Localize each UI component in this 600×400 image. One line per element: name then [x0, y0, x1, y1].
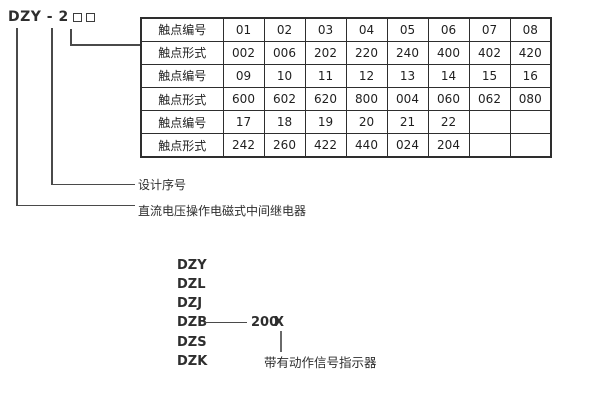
model-series-item-dzs: DZS — [177, 335, 207, 350]
table-cell: 440 — [345, 133, 388, 158]
table-cell: 07 — [468, 17, 511, 42]
table-cell: 220 — [345, 40, 388, 65]
connector-line-contact-table-horizontal — [70, 44, 141, 46]
model-series-item-dzj: DZJ — [177, 296, 203, 311]
placeholder-box-icon — [72, 12, 82, 22]
table-row: 触点形式 242 260 422 440 024 204 — [140, 133, 552, 158]
model-series-item-dzb: DZB — [177, 315, 208, 330]
table-cell: 15 — [468, 63, 511, 89]
table-cell — [509, 133, 552, 158]
model-series-item-dzl: DZL — [177, 277, 206, 292]
table-cell: 422 — [304, 133, 347, 158]
row-label: 触点形式 — [140, 87, 224, 112]
table-cell: 05 — [386, 17, 429, 42]
table-cell: 260 — [263, 133, 306, 158]
table-cell: 16 — [509, 63, 552, 89]
connector-line-contact-table-vertical — [70, 29, 72, 46]
table-cell — [468, 133, 511, 158]
row-label: 触点形式 — [140, 40, 224, 65]
table-row: 触点编号 01 02 03 04 05 06 07 08 — [140, 17, 552, 42]
table-row: 触点编号 17 18 19 20 21 22 — [140, 110, 552, 135]
table-cell: 22 — [427, 110, 470, 135]
table-cell: 20 — [345, 110, 388, 135]
contact-table: 触点编号 01 02 03 04 05 06 07 08 触点形式 002 00… — [140, 17, 552, 159]
table-cell: 01 — [222, 17, 265, 42]
model-code-prefix: DZY - 2 — [8, 9, 69, 25]
dzb-code: 200 — [251, 315, 279, 330]
table-cell: 024 — [386, 133, 429, 158]
table-cell: 09 — [222, 63, 265, 89]
variant-pointer-line — [280, 331, 282, 352]
model-code-header: DZY - 2 — [8, 9, 95, 25]
table-cell: 10 — [263, 63, 306, 89]
table-cell: 08 — [509, 17, 552, 42]
table-cell: 12 — [345, 63, 388, 89]
connector-line-relay-type-horizontal — [16, 204, 135, 206]
table-cell: 11 — [304, 63, 347, 89]
table-cell — [468, 110, 511, 135]
table-cell: 800 — [345, 87, 388, 112]
table-row: 触点编号 09 10 11 12 13 14 15 16 — [140, 63, 552, 89]
table-cell: 202 — [304, 40, 347, 65]
model-series-item-dzk: DZK — [177, 354, 208, 369]
table-cell: 402 — [468, 40, 511, 65]
table-cell: 03 — [304, 17, 347, 42]
table-cell: 620 — [304, 87, 347, 112]
table-cell: 602 — [263, 87, 306, 112]
variant-note-label: 带有动作信号指示器 — [264, 355, 377, 370]
table-cell: 02 — [263, 17, 306, 42]
table-row: 触点形式 002 006 202 220 240 400 402 420 — [140, 40, 552, 65]
table-cell: 002 — [222, 40, 265, 65]
table-cell: 204 — [427, 133, 470, 158]
table-cell: 062 — [468, 87, 511, 112]
table-cell: 19 — [304, 110, 347, 135]
table-cell — [509, 110, 552, 135]
table-cell: 060 — [427, 87, 470, 112]
connector-line-design-serial-horizontal — [51, 183, 135, 185]
table-cell: 004 — [386, 87, 429, 112]
table-cell: 006 — [263, 40, 306, 65]
table-cell: 04 — [345, 17, 388, 42]
model-series-item-dzy: DZY — [177, 258, 207, 273]
table-cell: 080 — [509, 87, 552, 112]
row-label: 触点编号 — [140, 110, 224, 135]
table-cell: 13 — [386, 63, 429, 89]
table-row: 触点形式 600 602 620 800 004 060 062 080 — [140, 87, 552, 112]
connector-line-design-serial-vertical — [51, 28, 53, 185]
table-cell: 400 — [427, 40, 470, 65]
row-label: 触点形式 — [140, 133, 224, 158]
table-cell: 17 — [222, 110, 265, 135]
table-cell: 21 — [386, 110, 429, 135]
table-cell: 14 — [427, 63, 470, 89]
table-cell: 18 — [263, 110, 306, 135]
relay-type-label: 直流电压操作电磁式中间继电器 — [138, 204, 307, 218]
table-cell: 600 — [222, 87, 265, 112]
table-cell: 242 — [222, 133, 265, 158]
table-cell: 420 — [509, 40, 552, 65]
dzb-variant: X — [274, 315, 285, 330]
connector-line-relay-type-vertical — [16, 28, 18, 206]
design-serial-label: 设计序号 — [138, 178, 187, 192]
row-label: 触点编号 — [140, 63, 224, 89]
table-cell: 06 — [427, 17, 470, 42]
placeholder-box-icon — [85, 12, 95, 22]
dzb-connector-line — [204, 321, 247, 323]
table-cell: 240 — [386, 40, 429, 65]
row-label: 触点编号 — [140, 17, 224, 42]
